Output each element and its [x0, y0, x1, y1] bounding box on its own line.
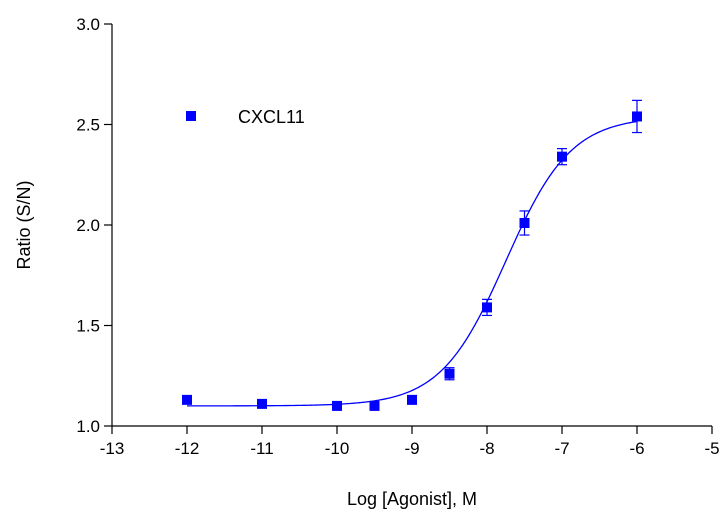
x-tick-label: -6 [629, 439, 644, 458]
fit-curves [187, 120, 638, 407]
error-bars [182, 99, 642, 405]
data-point [632, 111, 642, 122]
x-tick-label: -9 [404, 439, 419, 458]
x-tick-label: -8 [479, 439, 494, 458]
y-tick-label: 3.0 [76, 15, 100, 34]
data-point [182, 394, 192, 405]
data-point [444, 368, 455, 379]
x-tick-label: -12 [175, 439, 200, 458]
legend-label: CXCL11 [238, 107, 305, 127]
x-tick-label: -7 [554, 439, 569, 458]
data-point [557, 151, 567, 162]
data-point [482, 302, 492, 313]
y-tick-label: 2.0 [76, 216, 100, 235]
data-points [182, 111, 642, 411]
axes [111, 24, 712, 427]
x-tick-label: -11 [250, 439, 273, 458]
x-tick-label: -10 [325, 439, 350, 458]
y-axis-title: Ratio (S/N) [14, 180, 34, 269]
x-tick-label: -13 [100, 439, 125, 458]
data-point [332, 400, 342, 411]
x-axis-title: Log [Agonist], M [347, 489, 477, 509]
legend: CXCL11 [186, 107, 305, 127]
data-point [407, 394, 417, 405]
data-point [519, 217, 530, 228]
x-ticks: -13 -12 -11 -10 -9 -8 -7 -6 -5 [100, 426, 719, 458]
y-ticks: 1.0 1.5 2.0 2.5 3.0 [76, 15, 112, 436]
y-tick-label: 2.5 [76, 116, 100, 135]
x-tick-label: -5 [704, 439, 719, 458]
legend-marker [186, 111, 196, 121]
data-point [257, 398, 267, 409]
data-point [369, 400, 380, 411]
y-tick-label: 1.0 [76, 417, 100, 436]
y-tick-label: 1.5 [76, 317, 100, 336]
fit-curve [187, 120, 638, 407]
